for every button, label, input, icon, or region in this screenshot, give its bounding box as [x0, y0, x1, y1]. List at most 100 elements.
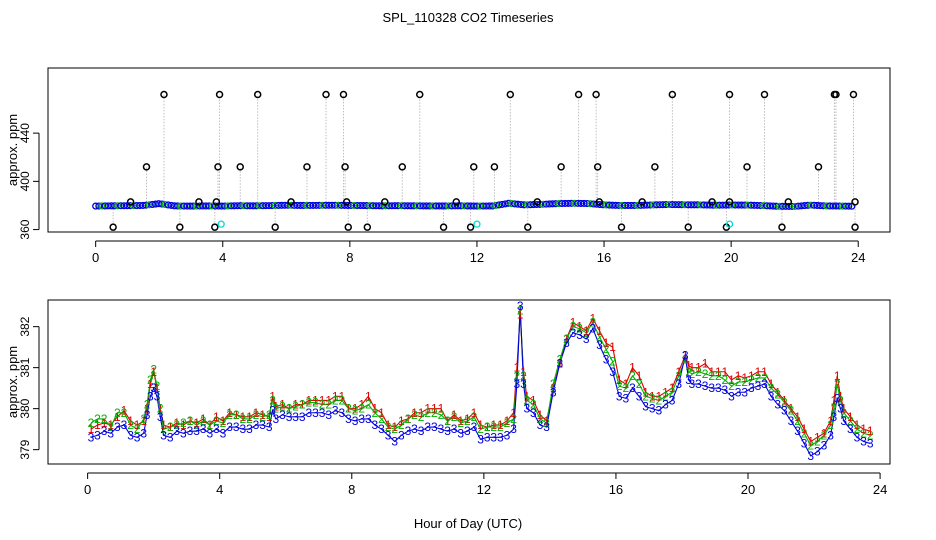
- top-y-tick-label: 440: [18, 123, 32, 143]
- top-x-tick-label: 24: [851, 250, 865, 265]
- series-2-label: 2: [537, 412, 544, 426]
- series-1-label: 1: [312, 393, 319, 407]
- series-3-label: 3: [418, 424, 425, 438]
- series-2-label: 2: [629, 369, 636, 383]
- series-3-label: 3: [411, 422, 418, 436]
- series-2-label: 2: [213, 414, 220, 428]
- bottom-y-axis-label: approx. ppm: [5, 346, 20, 418]
- series-3-label: 3: [101, 424, 108, 438]
- series-3-label: 3: [239, 422, 246, 436]
- series-1-label: 1: [550, 381, 557, 395]
- series-3-label: 3: [685, 373, 692, 387]
- series-2-label: 2: [424, 406, 431, 420]
- spike-marker: [142, 163, 151, 171]
- series-2-label: 2: [160, 422, 167, 436]
- series-3-label: 3: [675, 377, 682, 391]
- series-2-label: 2: [312, 396, 319, 410]
- series-3-label: 3: [596, 338, 603, 352]
- series-3-label: 3: [154, 389, 161, 403]
- series-1-label: 1: [372, 402, 379, 416]
- series-2-label: 2: [649, 391, 656, 405]
- spike-marker: [617, 223, 626, 231]
- series-2-label: 2: [306, 396, 313, 410]
- series-2-label: 2: [107, 420, 114, 434]
- series-1-label: 1: [200, 412, 207, 426]
- series-2-label: 2: [689, 367, 696, 381]
- series-1-label: 1: [150, 365, 157, 379]
- top-calibration-markers: [217, 220, 734, 228]
- series-3-label: 3: [523, 402, 530, 416]
- series-3-label: 3: [847, 422, 854, 436]
- series-1-label: 1: [728, 373, 735, 387]
- series-3-label: 3: [134, 430, 141, 444]
- series-2-label: 2: [451, 410, 458, 424]
- series-3-label: 3: [160, 428, 167, 442]
- series-2-label: 2: [722, 373, 729, 387]
- series-2-label: 2: [788, 404, 795, 418]
- series-1-label: 1: [451, 408, 458, 422]
- extra-marker: [595, 198, 604, 206]
- series-3-label: 3: [127, 428, 134, 442]
- series-2-label: 2: [239, 412, 246, 426]
- top-y-tick-label: 360: [18, 219, 32, 239]
- series-1-label: 1: [768, 377, 775, 391]
- series-2-label: 2: [233, 408, 240, 422]
- series-1-label: 1: [88, 422, 95, 436]
- series-1-label: 1: [682, 348, 689, 362]
- series-3-label: 3: [391, 434, 398, 448]
- calibration-marker: [725, 220, 734, 228]
- series-3-label: 3: [345, 412, 352, 426]
- series-2-label: 2: [88, 416, 95, 430]
- top-plot-frame: [47, 67, 891, 233]
- series-1-label: 1: [837, 389, 844, 403]
- bottom-y-tick-label: 381: [18, 357, 32, 377]
- top-x-tick-label: 12: [470, 250, 484, 265]
- series-1-label: 1: [834, 369, 841, 383]
- series-2-label: 2: [418, 410, 425, 424]
- series-3-label: 3: [246, 422, 253, 436]
- series-1-label: 1: [385, 418, 392, 432]
- series-2-label: 2: [695, 365, 702, 379]
- series-2-label: 2: [735, 375, 742, 389]
- series-3-label: 3: [831, 410, 838, 424]
- series-2-label: 2: [200, 414, 207, 428]
- series-1-label: 1: [418, 406, 425, 420]
- series-1-label: 1: [748, 369, 755, 383]
- spike-marker: [339, 90, 348, 99]
- series-1-label: 1: [144, 402, 151, 416]
- series-1-label: 1: [253, 406, 260, 420]
- series-3-label: 3: [484, 430, 491, 444]
- series-3-label: 3: [150, 381, 157, 395]
- series-3-label: 3: [94, 428, 101, 442]
- series-3-label: 3: [834, 391, 841, 405]
- series-3-label: 3: [405, 424, 412, 438]
- series-3-label: 3: [788, 414, 795, 428]
- series-2-label: 2: [226, 408, 233, 422]
- series-2-label: 2: [286, 402, 293, 416]
- series-3-label: 3: [167, 430, 174, 444]
- series-3-label: 3: [616, 389, 623, 403]
- calibration-marker: [217, 220, 225, 228]
- bottom-y-tick-label: 382: [18, 316, 32, 336]
- series-2-label: 2: [517, 303, 524, 317]
- series-3-label: 3: [365, 412, 372, 426]
- top-x-tick-label: 16: [597, 250, 611, 265]
- series-3-label: 3: [570, 326, 577, 340]
- series-1-label: 1: [471, 406, 478, 420]
- series-1-label: 1: [649, 389, 656, 403]
- series-3-label: 3: [372, 418, 379, 432]
- spike-marker: [593, 163, 602, 171]
- series-3-label: 3: [312, 406, 319, 420]
- series-3-label: 3: [622, 391, 629, 405]
- series-3-label: 3: [761, 377, 768, 391]
- series-1-label: 1: [570, 316, 577, 330]
- series-2-label: 2: [266, 408, 273, 422]
- series-3-label: 3: [708, 381, 715, 395]
- series-2-label: 2: [854, 422, 861, 436]
- series-2-label: 2: [490, 420, 497, 434]
- spike-marker: [592, 90, 600, 99]
- series-2-label: 2: [675, 369, 682, 383]
- series-2-label: 2: [193, 418, 200, 432]
- series-2-label: 2: [438, 408, 445, 422]
- top-x-tick-label: 0: [92, 250, 99, 265]
